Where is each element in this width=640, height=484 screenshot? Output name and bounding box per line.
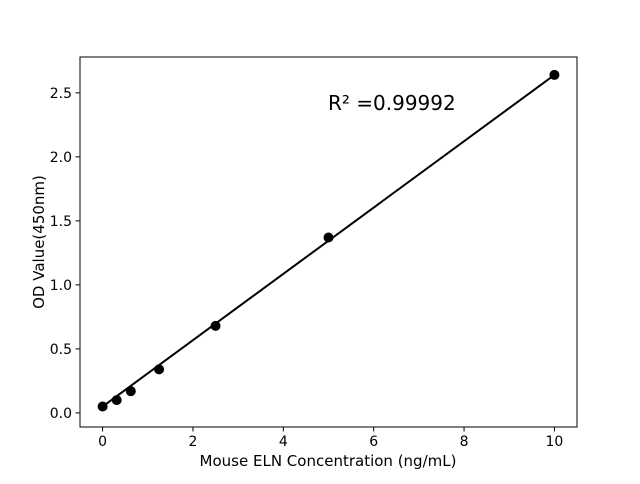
x-tick-label: 0	[98, 434, 107, 450]
y-tick-label: 0.5	[50, 342, 72, 358]
data-point	[154, 364, 165, 375]
y-axis-ticks: 0.0 0.5 1.0 1.5 2.0 2.5	[50, 86, 80, 422]
y-tick-label: 2.5	[50, 86, 72, 102]
x-tick-label: 10	[545, 434, 563, 450]
x-axis-ticks: 0 2 4 6 8 10	[98, 427, 563, 450]
r-squared-annotation: R² =0.99992	[328, 91, 456, 115]
data-point	[210, 320, 221, 331]
x-tick-label: 6	[369, 434, 378, 450]
x-tick-label: 8	[460, 434, 469, 450]
x-axis-label: Mouse ELN Concentration (ng/mL)	[200, 452, 457, 470]
y-tick-label: 1.5	[50, 214, 72, 230]
y-tick-label: 1.0	[50, 278, 72, 294]
data-series	[97, 69, 560, 412]
data-point	[125, 386, 136, 397]
data-point	[111, 395, 122, 406]
data-point	[549, 69, 560, 80]
x-tick-label: 4	[279, 434, 288, 450]
plot-frame	[79, 56, 578, 428]
data-point	[323, 232, 334, 243]
y-tick-label: 0.0	[50, 406, 72, 422]
x-tick-label: 2	[188, 434, 197, 450]
data-point	[97, 401, 108, 412]
y-axis-label: OD Value(450nm)	[30, 175, 48, 309]
y-tick-label: 2.0	[50, 150, 72, 166]
